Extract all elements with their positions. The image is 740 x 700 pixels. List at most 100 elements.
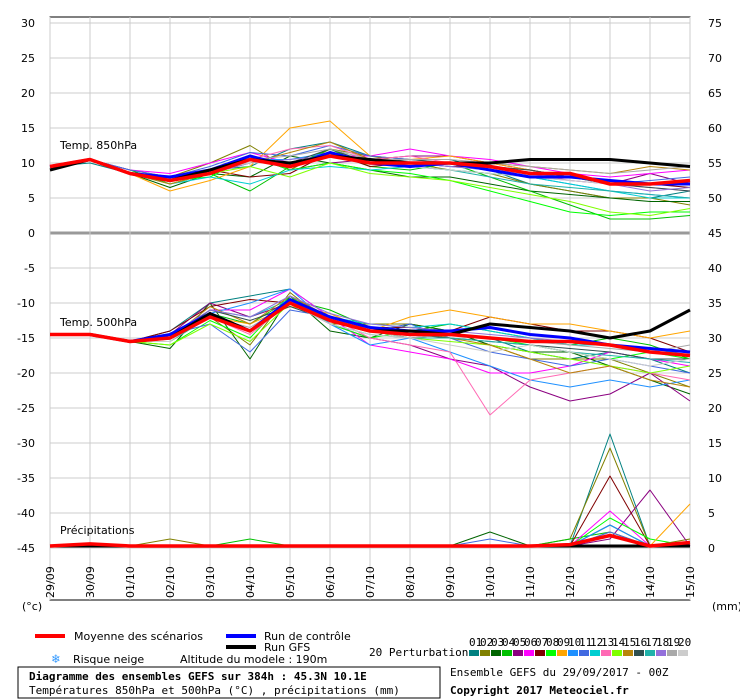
series-layer <box>49 120 691 548</box>
perturbation-number: 17 <box>645 636 658 649</box>
perturbation-number: 13 <box>601 636 614 649</box>
perturbation-number: 09 <box>557 636 570 649</box>
perturbation-swatch <box>656 650 666 656</box>
perturbation-swatch <box>480 650 490 656</box>
footer-box <box>17 666 441 699</box>
right-tick-label: 25 <box>708 367 722 380</box>
perturbation-number: 16 <box>634 636 647 649</box>
right-tick-label: 15 <box>708 437 722 450</box>
x-tick-label: 03/10 <box>204 566 217 598</box>
legend-mean-label: Moyenne des scénarios <box>74 630 203 643</box>
perturbation-swatch <box>491 650 501 656</box>
right-tick-label: 55 <box>708 157 722 170</box>
series-line-t500 <box>50 298 691 354</box>
perturbation-swatch <box>524 650 534 656</box>
right-tick-label: 45 <box>708 227 722 240</box>
left-axis: 30 25 20 15 10 5 0 -5 -10 -15 -20 -25 -30 -35 -40 -45 <box>17 17 35 555</box>
perturbation-number: 14 <box>612 636 626 649</box>
copyright: Copyright 2017 Meteociel.fr <box>450 684 629 697</box>
left-tick-label: -25 <box>17 402 35 415</box>
perturbation-number: 18 <box>656 636 669 649</box>
perturbation-number: 15 <box>623 636 636 649</box>
right-tick-label: 5 <box>708 507 715 520</box>
x-tick-label: 01/10 <box>124 566 137 598</box>
perturbation-number: 02 <box>480 636 493 649</box>
panel-label-t500: Temp. 500hPa <box>59 316 137 329</box>
x-tick-label: 07/10 <box>364 566 377 598</box>
x-tick-label: 29/09 <box>44 566 57 598</box>
perturbation-swatch <box>623 650 633 656</box>
left-tick-label: -45 <box>17 542 35 555</box>
right-tick-label: 65 <box>708 87 722 100</box>
perturbation-swatch <box>601 650 611 656</box>
perturbation-swatch <box>469 650 479 656</box>
perturbation-swatch <box>535 650 545 656</box>
perturbation-number: 06 <box>524 636 537 649</box>
perturbation-number: 08 <box>546 636 559 649</box>
right-tick-label: 50 <box>708 192 722 205</box>
mean-line-precip <box>49 533 691 548</box>
perturbation-number: 11 <box>579 636 592 649</box>
x-tick-label: 14/10 <box>644 566 657 598</box>
perturbation-swatch <box>568 650 578 656</box>
x-tick-label: 11/10 <box>524 566 537 598</box>
left-tick-label: 0 <box>28 227 35 240</box>
perturbation-swatch <box>612 650 622 656</box>
left-tick-label: -40 <box>17 507 35 520</box>
perturbation-number: 20 <box>678 636 691 649</box>
mean-line-t850 <box>49 154 691 186</box>
perturbation-swatch <box>678 650 688 656</box>
perturbation-swatch <box>667 650 677 656</box>
x-tick-label: 04/10 <box>244 566 257 598</box>
right-tick-label: 10 <box>708 472 722 485</box>
x-tick-label: 13/10 <box>604 566 617 598</box>
right-axis-unit: (mm) <box>712 600 740 613</box>
perturbation-number: 03 <box>491 636 504 649</box>
perturbation-number: 10 <box>568 636 581 649</box>
x-tick-label: 15/10 <box>684 566 697 598</box>
legend-control-label: Run de contrôle <box>264 630 351 643</box>
x-tick-label: 30/09 <box>84 566 97 598</box>
x-tick-label: 12/10 <box>564 566 577 598</box>
perturbation-swatch <box>557 650 567 656</box>
left-tick-label: -10 <box>17 297 35 310</box>
run-info: Ensemble GEFS du 29/09/2017 - 00Z <box>450 666 669 679</box>
x-tick-label: 02/10 <box>164 566 177 598</box>
x-tick-label: 09/10 <box>444 566 457 598</box>
left-tick-label: 20 <box>21 87 35 100</box>
right-tick-label: 70 <box>708 52 722 65</box>
panel-label-precip: Précipitations <box>60 524 135 537</box>
right-tick-label: 20 <box>708 402 722 415</box>
altitude-label: Altitude du modele : 190m <box>180 653 327 666</box>
x-tick-label: 05/10 <box>284 566 297 598</box>
perturbation-line-t500 <box>50 302 691 367</box>
left-tick-label: 30 <box>21 17 35 30</box>
perturbation-number: 12 <box>590 636 603 649</box>
chart-grid <box>49 16 691 601</box>
perturbation-swatch <box>634 650 644 656</box>
perturbation-swatch <box>579 650 589 656</box>
right-tick-label: 75 <box>708 17 722 30</box>
perturbation-swatch <box>546 650 556 656</box>
left-axis-unit: (°c) <box>22 600 42 613</box>
left-tick-label: -15 <box>17 332 35 345</box>
left-tick-label: 10 <box>21 157 35 170</box>
left-tick-label: -30 <box>17 437 35 450</box>
panel-label-t850: Temp. 850hPa <box>59 139 137 152</box>
x-tick-label: 10/10 <box>484 566 497 598</box>
snowflake-icon: ❄ <box>51 652 60 667</box>
x-axis: 29/09 30/09 01/10 02/10 03/10 04/10 05/10 06/10… <box>44 566 697 598</box>
left-tick-label: -5 <box>24 262 35 275</box>
legend: Moyenne des scénarios Run de contrôle Ru… <box>35 630 691 667</box>
perturbation-swatch <box>513 650 523 656</box>
perturbation-number: 01 <box>469 636 482 649</box>
left-tick-label: 25 <box>21 52 35 65</box>
left-tick-label: 15 <box>21 122 35 135</box>
perturbation-swatch <box>590 650 600 656</box>
perturbations-label: 20 Perturbations <box>369 646 475 659</box>
perturbation-number: 07 <box>535 636 548 649</box>
perturbation-swatch <box>502 650 512 656</box>
